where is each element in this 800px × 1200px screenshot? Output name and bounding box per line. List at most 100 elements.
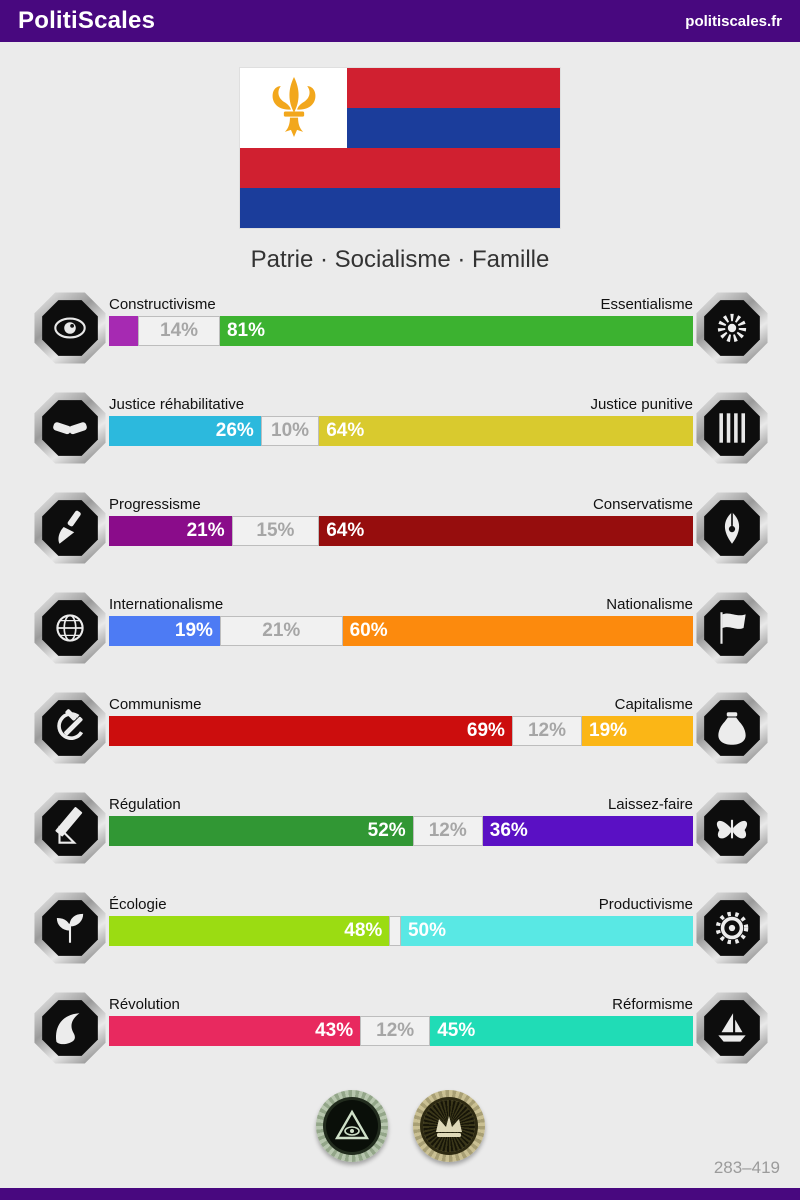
- axis-row-internationalisme-nationalisme: Internationalisme Nationalisme 19% 21% 6…: [33, 590, 769, 666]
- eye-in-triangle-icon: [325, 1100, 378, 1152]
- flag-canton: [240, 68, 347, 148]
- axis-row-regulation-laissezfaire: Régulation Laissez-faire 52% 12% 36%: [33, 790, 769, 866]
- axis-left-label: Régulation: [109, 796, 181, 813]
- axis-left-label: Justice réhabilitative: [109, 396, 245, 413]
- neutral-segment: 10%: [260, 416, 320, 446]
- neutral-segment: 12%: [511, 716, 583, 746]
- axis-right-label: Essentialisme: [600, 296, 693, 313]
- flag-motto: Patrie · Socialisme · Famille: [250, 246, 550, 273]
- plant-icon: [42, 900, 98, 956]
- nationalisme-badge: [696, 592, 768, 664]
- crown-icon: [422, 1100, 475, 1152]
- axis-bar: 69% 12% 19%: [109, 716, 693, 746]
- left-segment: [109, 316, 139, 346]
- left-segment: 52%: [109, 816, 413, 846]
- axis-bar: 48% 50%: [109, 916, 693, 946]
- laissez-faire-badge: [696, 792, 768, 864]
- justice-rehabilitative-badge: [34, 392, 106, 464]
- constructivisme-badge: [34, 292, 106, 364]
- flag-stripe-3: [240, 148, 560, 188]
- sailboat-icon: [704, 1000, 760, 1056]
- result-range: 283–419: [713, 1158, 780, 1177]
- progressisme-badge: [34, 492, 106, 564]
- axis-right-label: Productivisme: [598, 896, 693, 913]
- site-link[interactable]: politiscales.fr: [685, 12, 782, 30]
- justice-punitive-badge: [696, 392, 768, 464]
- bonus-badges-row: [0, 1090, 800, 1162]
- globe-icon: [42, 600, 98, 656]
- productivisme-badge: [696, 892, 768, 964]
- axis-right-label: Conservatisme: [592, 496, 693, 513]
- axis-left-label: Communisme: [109, 696, 202, 713]
- hammer-sickle-icon: [42, 700, 98, 756]
- ecologie-badge: [34, 892, 106, 964]
- axis-bar: 19% 21% 60%: [109, 616, 693, 646]
- pen-nib-icon: [704, 500, 760, 556]
- reformisme-badge: [696, 992, 768, 1064]
- neutral-segment: 15%: [231, 516, 320, 546]
- paintbrush-icon: [42, 500, 98, 556]
- axis-row-revolution-reformisme: Révolution Réformisme 43% 12% 45%: [33, 990, 769, 1066]
- axis-row-communisme-capitalisme: Communisme Capitalisme 69% 12% 19%: [33, 690, 769, 766]
- wave-icon: [42, 1000, 98, 1056]
- right-segment: 64%: [319, 416, 693, 446]
- neutral-segment: [389, 916, 401, 946]
- axis-bar: 14% 81%: [109, 316, 693, 346]
- axis-bar: 26% 10% 64%: [109, 416, 693, 446]
- axis-bar: 21% 15% 64%: [109, 516, 693, 546]
- axis-right-label: Justice punitive: [590, 396, 693, 413]
- flower-icon: [704, 300, 760, 356]
- axis-row-constructivisme-essentialisme: Constructivisme Essentialisme 14% 81%: [33, 290, 769, 366]
- communisme-badge: [34, 692, 106, 764]
- handshake-icon: [42, 400, 98, 456]
- app-title: PolitiScales: [18, 7, 156, 34]
- eye-icon: [42, 300, 98, 356]
- conservatisme-badge: [696, 492, 768, 564]
- neutral-segment: 21%: [219, 616, 343, 646]
- neutral-segment: 14%: [138, 316, 220, 346]
- axis-left-label: Écologie: [109, 896, 167, 913]
- left-segment: 43%: [109, 1016, 361, 1046]
- capitalisme-badge: [696, 692, 768, 764]
- axis-bar: 52% 12% 36%: [109, 816, 693, 846]
- header-bar: PolitiScales politiscales.fr: [0, 0, 800, 42]
- ruler-icon: [42, 800, 98, 856]
- right-segment: 45%: [430, 1016, 693, 1046]
- complotisme-coin: [315, 1090, 388, 1162]
- axes-list: Constructivisme Essentialisme 14% 81% Ju…: [0, 290, 800, 1066]
- axis-row-progressisme-conservatisme: Progressisme Conservatisme 21% 15% 64%: [33, 490, 769, 566]
- essentialisme-badge: [696, 292, 768, 364]
- footer-bar: [0, 1188, 800, 1200]
- prison-bars-icon: [704, 400, 760, 456]
- money-bag-icon: [704, 700, 760, 756]
- monarchisme-coin: [412, 1090, 485, 1162]
- left-segment: 19%: [109, 616, 220, 646]
- neutral-segment: 12%: [412, 816, 483, 846]
- axis-left-label: Constructivisme: [109, 296, 216, 313]
- left-segment: 48%: [109, 916, 390, 946]
- right-segment: 60%: [342, 616, 693, 646]
- axis-left-label: Révolution: [109, 996, 180, 1013]
- axis-right-label: Réformisme: [612, 996, 693, 1013]
- axis-row-ecologie-productivisme: Écologie Productivisme 48% 50%: [33, 890, 769, 966]
- axis-right-label: Nationalisme: [606, 596, 693, 613]
- result-flag: [240, 68, 560, 228]
- right-segment: 50%: [400, 916, 693, 946]
- flag-icon: [704, 600, 760, 656]
- axis-row-justice: Justice réhabilitative Justice punitive …: [33, 390, 769, 466]
- regulation-badge: [34, 792, 106, 864]
- right-segment: 64%: [319, 516, 693, 546]
- fleur-de-lis-icon: [272, 77, 315, 137]
- flag-stripe-4: [240, 188, 560, 228]
- axis-right-label: Laissez-faire: [607, 796, 693, 813]
- right-segment: 81%: [219, 316, 693, 346]
- left-segment: 21%: [109, 516, 232, 546]
- axis-bar: 43% 12% 45%: [109, 1016, 693, 1046]
- axis-left-label: Internationalisme: [109, 596, 224, 613]
- gear-icon: [704, 900, 760, 956]
- left-segment: 69%: [109, 716, 512, 746]
- revolution-badge: [34, 992, 106, 1064]
- right-segment: 36%: [482, 816, 693, 846]
- internationalisme-badge: [34, 592, 106, 664]
